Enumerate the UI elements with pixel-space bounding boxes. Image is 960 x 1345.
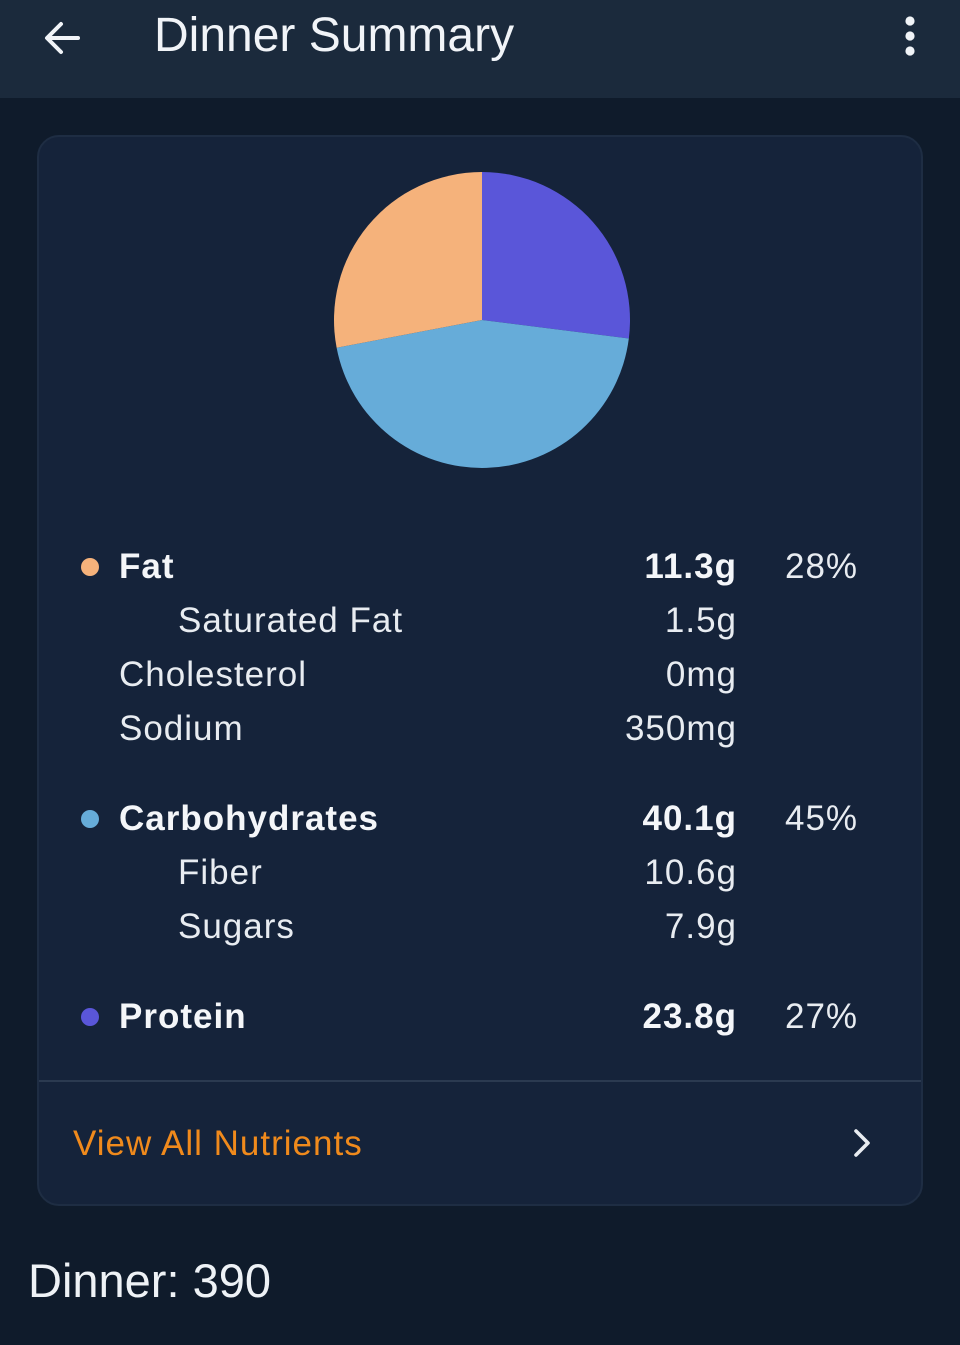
nutrient-label: Fiber <box>178 853 263 892</box>
page-title: Dinner Summary <box>154 9 515 62</box>
nutrient-row-cholesterol: Cholesterol 0mg <box>39 648 921 702</box>
view-all-nutrients-button[interactable]: View All Nutrients <box>39 1082 921 1206</box>
nutrient-row-sugars: Sugars 7.9g <box>39 900 921 954</box>
nutrient-label: Cholesterol <box>119 655 308 694</box>
nutrient-label: Protein <box>119 997 247 1036</box>
macro-pie-chart <box>333 172 630 468</box>
app-bar: Dinner Summary <box>0 0 960 98</box>
pie-slice-carbohydrates <box>336 320 629 468</box>
more-options-button[interactable] <box>884 10 936 62</box>
nutrient-amount: 7.9g <box>664 907 737 946</box>
protein-legend-dot <box>81 1008 99 1026</box>
fat-legend-dot <box>81 558 99 576</box>
chevron-right-icon <box>854 1129 870 1157</box>
nutrient-amount: 11.3g <box>644 547 737 586</box>
nutrient-row-carbohydrates: Carbohydrates 40.1g 45% <box>39 792 921 846</box>
nutrient-label: Sugars <box>178 907 295 946</box>
nutrient-amount: 23.8g <box>642 997 737 1036</box>
nutrient-row-protein: Protein 23.8g 27% <box>39 990 921 1044</box>
nutrient-label: Fat <box>119 547 175 586</box>
back-button[interactable] <box>30 10 94 66</box>
nutrient-amount: 350mg <box>624 709 737 748</box>
nutrient-row-fiber: Fiber 10.6g <box>39 846 921 900</box>
nutrient-label: Carbohydrates <box>119 799 380 838</box>
nutrient-amount: 10.6g <box>644 853 737 892</box>
pie-slice-protein <box>482 172 630 339</box>
nutrient-label: Saturated Fat <box>178 601 404 640</box>
arrow-left-icon <box>45 22 80 54</box>
more-vert-icon <box>905 16 915 56</box>
nutrient-row-fat: Fat 11.3g 28% <box>39 540 921 594</box>
nutrient-label: Sodium <box>119 709 244 748</box>
dinner-calories-text: Dinner: 390 <box>28 1254 271 1307</box>
carbohydrates-legend-dot <box>81 810 99 828</box>
nutrient-percent: 28% <box>785 547 859 586</box>
nutrient-amount: 40.1g <box>642 799 737 838</box>
nutrient-percent: 45% <box>785 799 859 838</box>
nutrient-row-saturated-fat: Saturated Fat 1.5g <box>39 594 921 648</box>
nutrient-percent: 27% <box>785 997 859 1036</box>
view-all-nutrients-label: View All Nutrients <box>73 1124 363 1163</box>
nutrient-amount: 1.5g <box>664 601 737 640</box>
nutrient-amount: 0mg <box>665 655 737 694</box>
nutrition-summary-card: Fat 11.3g 28% Saturated Fat 1.5g Cholest… <box>37 135 923 1206</box>
nutrient-row-sodium: Sodium 350mg <box>39 702 921 756</box>
divider <box>39 1080 921 1082</box>
pie-slice-fat <box>333 172 482 348</box>
